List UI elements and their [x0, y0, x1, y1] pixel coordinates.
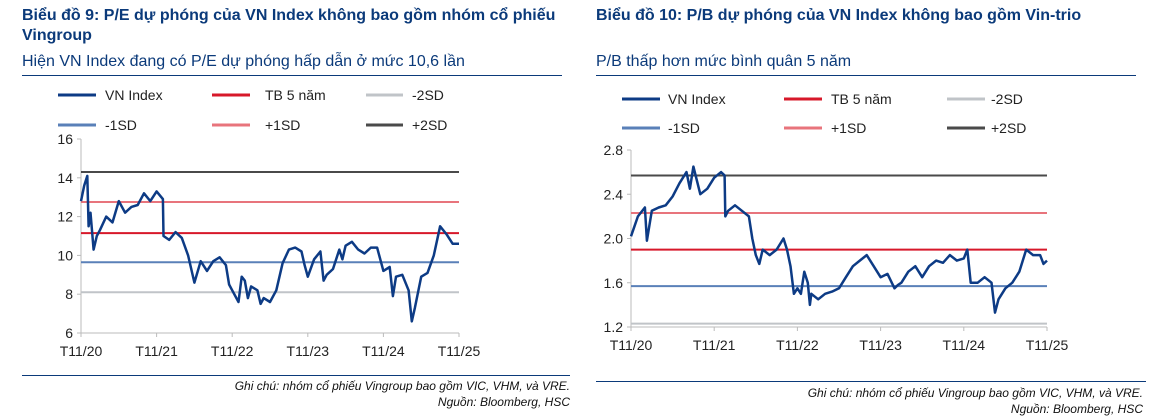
chart-source: Nguồn: Bloomberg, HSC	[437, 395, 570, 409]
chart-note: Ghi chú: nhóm cổ phiếu Vingroup bao gồm …	[807, 386, 1143, 400]
y-tick-label: 6	[65, 325, 73, 341]
y-tick-label: 10	[57, 247, 73, 263]
chart-title: Biểu đồ 9: P/E dự phóng của VN Index khô…	[22, 7, 556, 44]
divider	[22, 75, 562, 76]
legend-label: TB 5 năm	[831, 91, 892, 107]
x-tick-label: T11/20	[610, 337, 653, 353]
legend-label: +1SD	[831, 120, 866, 136]
pe-chart: VN Index TB 5 năm -2SD -1SD +1SD +2SD 6 8 10 12 14…	[57, 87, 481, 359]
x-tick-label: T11/23	[287, 343, 330, 359]
x-tick-label: T11/25	[1026, 337, 1069, 353]
chart-panel-pe: Biểu đồ 9: P/E dự phóng của VN Index khô…	[0, 0, 576, 418]
legend-label: VN Index	[105, 87, 163, 103]
vn-index-line	[629, 165, 1048, 314]
y-tick-label: 12	[57, 209, 73, 225]
y-tick-label: 2.8	[604, 142, 624, 158]
y-tick-label: 1.6	[604, 275, 624, 291]
y-tick-label: 8	[65, 286, 73, 302]
x-tick-label: T11/25	[438, 343, 481, 359]
y-tick-label: 1.2	[604, 319, 624, 335]
legend-label: +1SD	[265, 117, 300, 133]
divider	[596, 381, 1146, 382]
legend-label: +2SD	[991, 120, 1026, 136]
x-tick-label: T11/24	[943, 337, 986, 353]
chart-title: Biểu đồ 10: P/B dự phóng của VN Index kh…	[596, 7, 1082, 24]
x-tick-label: T11/20	[60, 343, 103, 359]
x-tick-label: T11/24	[362, 343, 405, 359]
divider	[22, 375, 570, 376]
pb-chart: VN Index TB 5 năm -2SD -1SD +1SD +2SD 1.2 1.6 2.…	[604, 91, 1069, 353]
chart-source: Nguồn: Bloomberg, HSC	[1010, 402, 1143, 416]
legend-label: TB 5 năm	[265, 87, 326, 103]
chart-subtitle: P/B thấp hơn mức bình quân 5 năm	[596, 53, 852, 70]
y-tick-label: 2.4	[604, 186, 624, 202]
legend-label: -1SD	[105, 117, 137, 133]
legend-label: -2SD	[412, 87, 444, 103]
chart-note: Ghi chú: nhóm cổ phiếu Vingroup bao gồm …	[234, 379, 570, 393]
chart-panel-pb: Biểu đồ 10: P/B dự phóng của VN Index kh…	[576, 0, 1153, 418]
legend-label: VN Index	[668, 91, 726, 107]
x-tick-label: T11/22	[776, 337, 819, 353]
y-tick-label: 14	[57, 170, 73, 186]
y-tick-label: 16	[57, 131, 73, 147]
x-tick-label: T11/21	[135, 343, 178, 359]
legend-label: -1SD	[668, 120, 700, 136]
vn-index-line	[79, 174, 459, 323]
divider	[596, 75, 1136, 76]
x-tick-label: T11/22	[211, 343, 254, 359]
chart-subtitle: Hiện VN Index đang có P/E dự phóng hấp d…	[22, 53, 465, 70]
x-tick-label: T11/21	[693, 337, 736, 353]
legend-label: -2SD	[991, 91, 1023, 107]
legend-label: +2SD	[412, 117, 447, 133]
x-tick-label: T11/23	[859, 337, 902, 353]
y-tick-label: 2.0	[604, 231, 624, 247]
